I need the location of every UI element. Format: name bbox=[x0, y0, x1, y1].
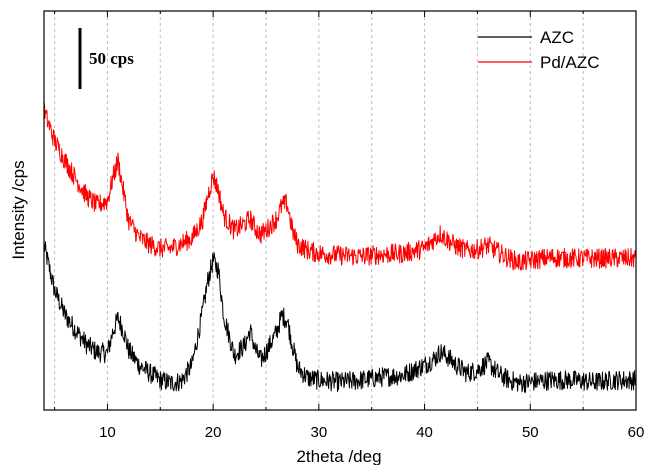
x-ticks: 10 20 30 40 50 60 bbox=[54, 11, 645, 441]
legend-entry-pd-azc: Pd/AZC bbox=[478, 53, 600, 72]
series-line-pd-azc bbox=[43, 103, 637, 271]
legend-label-azc: AZC bbox=[540, 28, 574, 47]
legend: AZC Pd/AZC bbox=[478, 28, 600, 72]
series-line-azc bbox=[43, 241, 637, 393]
x-axis-title: 2theta /deg bbox=[296, 447, 381, 465]
scale-bar: 50 cps bbox=[78, 28, 134, 89]
legend-label-pd-azc: Pd/AZC bbox=[540, 53, 600, 72]
x-tick-label: 20 bbox=[205, 424, 222, 441]
x-tick-label: 30 bbox=[311, 424, 328, 441]
y-axis-title: Intensity /cps bbox=[9, 160, 28, 259]
legend-entry-azc: AZC bbox=[478, 28, 574, 47]
grid-lines bbox=[54, 11, 584, 410]
plot-frame bbox=[43, 10, 637, 411]
x-tick-label: 40 bbox=[416, 424, 433, 441]
x-tick-label: 50 bbox=[522, 424, 539, 441]
scale-bar-label: 50 cps bbox=[89, 49, 134, 68]
series-lines bbox=[43, 103, 637, 393]
x-tick-label: 10 bbox=[99, 424, 116, 441]
x-tick-label: 60 bbox=[628, 424, 645, 441]
